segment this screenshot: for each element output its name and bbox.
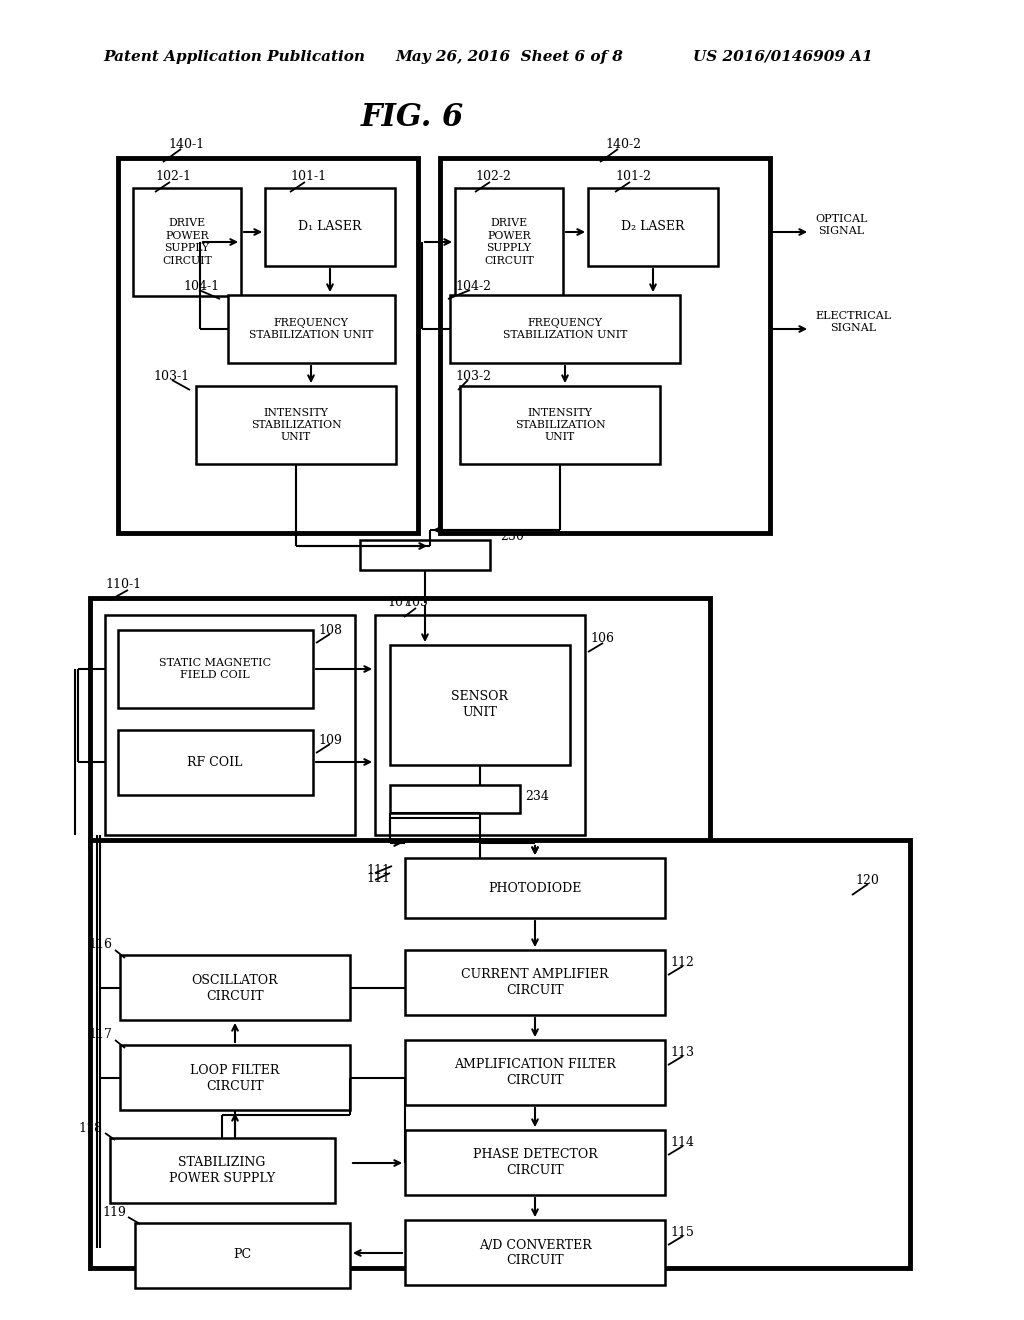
Text: STATIC MAGNETIC
FIELD COIL: STATIC MAGNETIC FIELD COIL [159,657,271,680]
Text: 140-1: 140-1 [168,137,204,150]
Text: 108: 108 [318,623,342,636]
Text: 230: 230 [500,531,524,544]
Bar [360,540,490,570]
Bar [406,1040,665,1105]
Text: ELECTRICAL
SIGNAL: ELECTRICAL SIGNAL [815,310,891,333]
Bar [120,954,350,1020]
Text: 106: 106 [590,631,614,644]
Text: 118: 118 [78,1122,102,1134]
Bar [406,858,665,917]
Text: 140-2: 140-2 [605,137,641,150]
Text: 103-1: 103-1 [153,370,189,383]
Text: OSCILLATOR
CIRCUIT: OSCILLATOR CIRCUIT [191,974,279,1002]
Text: LOOP FILTER
CIRCUIT: LOOP FILTER CIRCUIT [190,1064,280,1093]
Bar [133,187,241,296]
Text: 117: 117 [88,1028,112,1041]
Bar [118,730,313,795]
Bar [390,785,520,813]
Bar [460,385,660,465]
Text: 107: 107 [387,597,411,610]
Text: 112: 112 [670,956,694,969]
Bar [228,294,395,363]
Text: FREQUENCY
STABILIZATION UNIT: FREQUENCY STABILIZATION UNIT [503,318,627,341]
Text: FREQUENCY
STABILIZATION UNIT: FREQUENCY STABILIZATION UNIT [249,318,373,341]
Bar [406,950,665,1015]
Text: 104-2: 104-2 [455,280,490,293]
Text: PC: PC [232,1249,251,1262]
Bar [196,385,396,465]
Text: 113: 113 [670,1045,694,1059]
Bar [265,187,395,267]
Text: 114: 114 [670,1135,694,1148]
Text: CURRENT AMPLIFIER
CIRCUIT: CURRENT AMPLIFIER CIRCUIT [461,969,608,998]
Text: RF COIL: RF COIL [187,755,243,768]
Bar [118,158,418,533]
Bar [105,615,355,836]
Text: FIG. 6: FIG. 6 [360,103,464,133]
Text: DRIVE
POWER
SUPPLY
CIRCUIT: DRIVE POWER SUPPLY CIRCUIT [162,218,212,265]
Text: SENSOR
UNIT: SENSOR UNIT [452,690,509,719]
Bar [118,630,313,708]
Text: 111: 111 [366,863,390,876]
Text: INTENSITY
STABILIZATION
UNIT: INTENSITY STABILIZATION UNIT [251,408,341,442]
Text: 115: 115 [670,1225,694,1238]
Text: AMPLIFICATION FILTER
CIRCUIT: AMPLIFICATION FILTER CIRCUIT [454,1059,616,1088]
Bar [375,615,585,836]
Bar [450,294,680,363]
Text: 111: 111 [366,871,390,884]
Bar [406,1220,665,1284]
Text: 119: 119 [102,1205,126,1218]
Bar [455,187,563,296]
Text: 103-2: 103-2 [455,370,490,383]
Text: 101-1: 101-1 [290,170,326,183]
Text: OPTICAL
SIGNAL: OPTICAL SIGNAL [815,214,867,236]
Bar [90,840,910,1269]
Bar [135,1224,350,1288]
Text: 102-1: 102-1 [155,170,191,183]
Text: 120: 120 [855,874,879,887]
Text: D₁ LASER: D₁ LASER [298,220,361,234]
Bar [120,1045,350,1110]
Text: 109: 109 [318,734,342,747]
Text: A/D CONVERTER
CIRCUIT: A/D CONVERTER CIRCUIT [478,1238,592,1267]
Text: 234: 234 [525,789,549,803]
Bar [588,187,718,267]
Bar [440,158,770,533]
Text: 104-1: 104-1 [183,280,219,293]
Bar [406,1130,665,1195]
Text: 105: 105 [404,597,428,610]
Bar [390,645,570,766]
Text: 110-1: 110-1 [105,578,141,591]
Text: PHOTODIODE: PHOTODIODE [488,882,582,895]
Text: Patent Application Publication: Patent Application Publication [103,50,365,63]
Text: 116: 116 [88,939,112,952]
Text: PHASE DETECTOR
CIRCUIT: PHASE DETECTOR CIRCUIT [473,1148,597,1177]
Bar [90,598,710,846]
Text: 102-2: 102-2 [475,170,511,183]
Text: D₂ LASER: D₂ LASER [622,220,685,234]
Text: 101-2: 101-2 [615,170,651,183]
Text: May 26, 2016  Sheet 6 of 8: May 26, 2016 Sheet 6 of 8 [395,50,623,63]
Text: DRIVE
POWER
SUPPLY
CIRCUIT: DRIVE POWER SUPPLY CIRCUIT [484,218,534,265]
Bar [110,1138,335,1203]
Text: US 2016/0146909 A1: US 2016/0146909 A1 [693,50,872,63]
Text: STABILIZING
POWER SUPPLY: STABILIZING POWER SUPPLY [169,1155,275,1184]
Text: INTENSITY
STABILIZATION
UNIT: INTENSITY STABILIZATION UNIT [515,408,605,442]
